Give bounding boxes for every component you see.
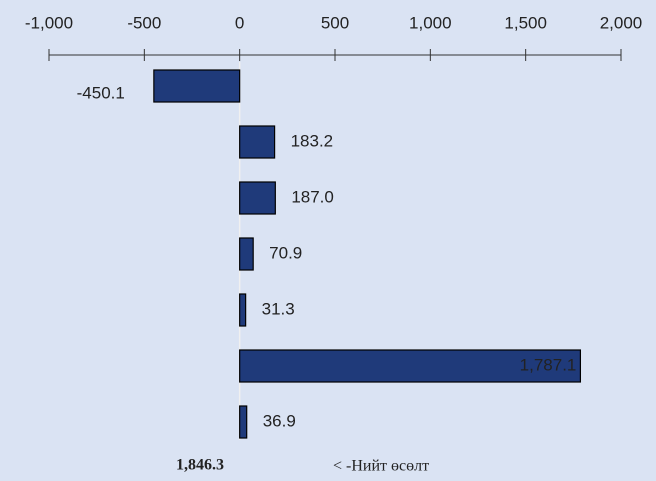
x-tick-label: 1,000 [409, 13, 452, 32]
value-label: 187.0 [291, 187, 334, 206]
value-label: 36.9 [263, 411, 296, 430]
bar [153, 69, 241, 103]
x-tick-label: -1,000 [25, 13, 73, 32]
x-tick-label: 1,500 [504, 13, 547, 32]
value-label: 31.3 [262, 299, 295, 318]
total-note: < -Нийт өсөлт [333, 458, 429, 475]
x-tick-label: -500 [127, 13, 161, 32]
bar [239, 349, 582, 383]
value-label: -450.1 [77, 83, 125, 102]
total-value: 1,846.3 [176, 457, 224, 474]
bar [239, 181, 276, 215]
x-tick-label: 2,000 [600, 13, 643, 32]
value-label: 183.2 [291, 131, 334, 150]
bar [239, 405, 248, 439]
x-tick-label: 0 [235, 13, 244, 32]
value-label: 1,787.1 [520, 355, 577, 374]
bar [239, 293, 247, 327]
value-label: 70.9 [269, 243, 302, 262]
bar [239, 125, 276, 159]
x-tick-label: 500 [321, 13, 349, 32]
bar [239, 237, 254, 271]
